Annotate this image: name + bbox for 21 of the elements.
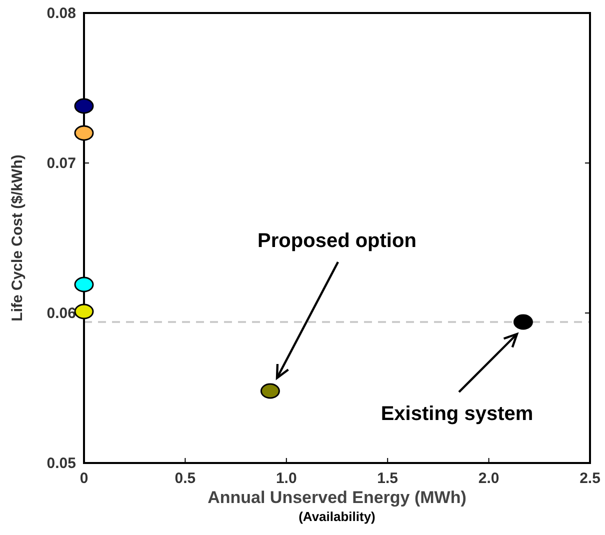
point bbox=[74, 98, 94, 114]
y-tick-label: 0.05 bbox=[46, 455, 76, 472]
x-tick-label: 2.5 bbox=[580, 470, 600, 487]
point bbox=[513, 314, 533, 330]
point bbox=[74, 125, 94, 141]
x-tick-label: 0.5 bbox=[174, 470, 196, 487]
point bbox=[74, 276, 94, 292]
point bbox=[74, 304, 94, 320]
x-tick-label: 1.5 bbox=[377, 470, 398, 487]
y-axis-title: Life Cycle Cost ($/kWh) bbox=[9, 154, 26, 322]
x-tick-label: 1.0 bbox=[276, 470, 297, 487]
point bbox=[260, 383, 280, 399]
annotation: Existing system bbox=[380, 403, 534, 425]
y-tick-label: 0.06 bbox=[46, 305, 76, 322]
x-tick-label: 0 bbox=[80, 470, 88, 487]
text: (Availability) bbox=[298, 509, 376, 524]
y-tick-label: 0.08 bbox=[46, 5, 76, 22]
y-tick-label: 0.07 bbox=[46, 155, 76, 172]
annotation: Proposed option bbox=[258, 230, 416, 252]
x-tick-label: 2.0 bbox=[478, 470, 500, 487]
x-axis-title: Annual Unserved Energy (MWh) bbox=[208, 488, 466, 507]
